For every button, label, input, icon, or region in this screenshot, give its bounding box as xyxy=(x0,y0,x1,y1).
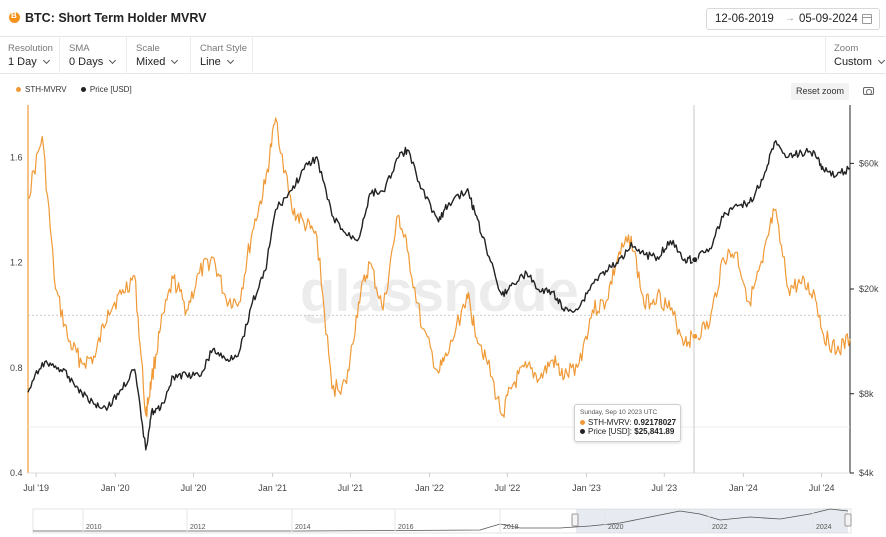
navigator-year-label: 2024 xyxy=(816,524,832,531)
range-navigator[interactable]: 2010 2012 2014 2016 2018 2020 2022 2024 xyxy=(0,505,886,537)
scale-value: Mixed xyxy=(136,56,179,68)
navigator-handle-right[interactable] xyxy=(844,513,852,527)
reset-zoom-button[interactable]: Reset zoom xyxy=(791,83,849,100)
watermark: glassnode xyxy=(300,259,579,324)
hover-marker-mvrv xyxy=(691,332,699,340)
y-left-tick-label: 0.4 xyxy=(10,468,23,478)
hover-marker-price xyxy=(691,256,699,264)
x-tick-label: Jul '23 xyxy=(651,483,677,493)
chevron-down-icon xyxy=(42,56,50,65)
x-tick-label: Jul '21 xyxy=(338,483,364,493)
calendar-icon[interactable] xyxy=(862,14,872,24)
date-start-input[interactable]: 12-06-2019 xyxy=(715,13,774,25)
y-right-tick-label: $8k xyxy=(859,389,874,399)
chevron-down-icon xyxy=(877,56,885,65)
hover-markers xyxy=(691,256,699,340)
sma-value: 0 Days xyxy=(69,56,117,68)
tooltip-row-mvrv: STH-MVRV: 0.92178027 xyxy=(580,417,677,428)
chevron-down-icon xyxy=(171,56,179,65)
bitcoin-icon xyxy=(9,11,20,23)
chart-style-dropdown[interactable]: Chart Style Line xyxy=(192,37,253,74)
tooltip-row-price: Price [USD]: $25,841.89 xyxy=(580,427,675,437)
right-axis: $4k $8k $20k $60k xyxy=(850,158,879,478)
zoom-dropdown[interactable]: Zoom Custom xyxy=(825,37,886,74)
x-tick-label: Jan '24 xyxy=(729,483,758,493)
navigator-selection xyxy=(576,509,848,533)
x-tick-label: Jul '19 xyxy=(23,483,49,493)
zoom-value: Custom xyxy=(834,56,885,68)
x-tick-label: Jul '22 xyxy=(494,483,520,493)
tooltip-mvrv-value: 0.92178027 xyxy=(633,417,677,427)
y-left-tick-label: 0.8 xyxy=(10,363,23,373)
navigator-year-label: 2010 xyxy=(86,524,102,531)
navigator-years: 2010 2012 2014 2016 2018 2020 2022 2024 xyxy=(82,509,832,533)
chart-style-label: Chart Style xyxy=(200,43,247,54)
navigator-year-label: 2012 xyxy=(190,524,206,531)
chevron-down-icon xyxy=(109,56,117,65)
chart-legend: STH-MVRV Price [USD] xyxy=(16,85,144,94)
legend-item-sth-mvrv[interactable]: STH-MVRV xyxy=(16,85,67,94)
tooltip-price-value: $25,841.89 xyxy=(634,427,675,436)
tooltip-dot xyxy=(580,429,585,434)
chart-tooltip: Sunday, Sep 10 2023 UTC STH-MVRV: 0.9217… xyxy=(574,404,681,442)
chevron-down-icon xyxy=(226,56,234,65)
legend-item-price[interactable]: Price [USD] xyxy=(80,85,132,94)
x-tick-label: Jan '21 xyxy=(258,483,287,493)
chart-style-value: Line xyxy=(200,56,234,68)
navigator-year-label: 2014 xyxy=(295,524,311,531)
x-tick-label: Jan '22 xyxy=(415,483,444,493)
x-tick-label: Jul '24 xyxy=(809,483,835,493)
chart-toolbar: Resolution 1 Day SMA 0 Days Scale Mixed … xyxy=(0,37,886,74)
tooltip-date: Sunday, Sep 10 2023 UTC xyxy=(580,409,658,416)
header-bar: BTC: Short Term Holder MVRV 12-06-2019 →… xyxy=(0,0,886,37)
resolution-label: Resolution xyxy=(8,43,53,54)
camera-icon[interactable] xyxy=(863,87,874,95)
arrow-right-icon: → xyxy=(785,13,795,24)
left-axis: 0.4 0.8 1.2 1.6 xyxy=(10,153,23,478)
date-end-input[interactable]: 05-09-2024 xyxy=(799,13,858,25)
resolution-value: 1 Day xyxy=(8,56,50,68)
x-tick-label: Jan '20 xyxy=(101,483,130,493)
series-line-sth-mvrv xyxy=(27,117,851,418)
chart-canvas[interactable]: 0.4 0.8 1.2 1.6 $4k $8k $20k $60k Jul '19 Jan '… xyxy=(0,100,886,500)
navigator-year-label: 2020 xyxy=(608,524,624,531)
legend-dot xyxy=(16,87,21,92)
scale-dropdown[interactable]: Scale Mixed xyxy=(128,37,191,74)
x-axis: Jul '19 Jan '20 Jul '20 Jan '21 Jul '21 Jan '… xyxy=(23,473,834,493)
page-title: BTC: Short Term Holder MVRV xyxy=(25,11,207,25)
series-line-price xyxy=(27,140,851,451)
navigator-handle-left[interactable] xyxy=(571,513,579,527)
tooltip-dot xyxy=(580,419,585,425)
scale-label: Scale xyxy=(136,43,160,54)
x-tick-label: Jul '20 xyxy=(181,483,207,493)
navigator-year-label: 2018 xyxy=(503,524,519,531)
resolution-dropdown[interactable]: Resolution 1 Day xyxy=(0,37,60,74)
navigator-year-label: 2016 xyxy=(398,524,414,531)
y-left-tick-label: 1.2 xyxy=(10,258,23,268)
sma-label: SMA xyxy=(69,43,90,54)
y-left-tick-label: 1.6 xyxy=(10,153,23,163)
date-range-picker[interactable]: 12-06-2019 → 05-09-2024 xyxy=(706,8,880,30)
y-right-tick-label: $60k xyxy=(859,158,879,168)
y-right-tick-label: $20k xyxy=(859,284,879,294)
sma-dropdown[interactable]: SMA 0 Days xyxy=(61,37,127,74)
navigator-year-label: 2022 xyxy=(712,524,728,531)
y-right-tick-label: $4k xyxy=(859,468,874,478)
legend-dot xyxy=(80,87,86,92)
x-tick-label: Jan '23 xyxy=(572,483,601,493)
zoom-label: Zoom xyxy=(834,43,859,54)
